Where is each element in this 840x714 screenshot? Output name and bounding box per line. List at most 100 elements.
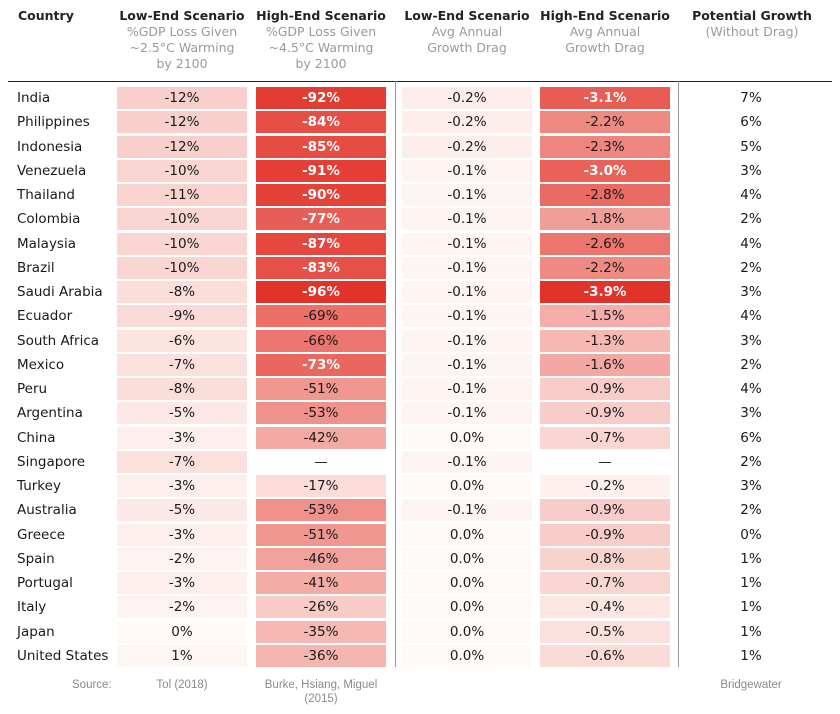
table-row: Turkey -3% -17% 0.0% -0.2% 3%	[0, 474, 840, 498]
table-row: Mexico -7% -73% -0.1% -1.6% 2%	[0, 353, 840, 377]
high-end-drag-header: High-End Scenario Avg Annual Growth Drag	[540, 8, 670, 56]
potential-growth-cell: 4%	[740, 381, 762, 397]
low-end-drag-cell: -0.1%	[402, 329, 532, 352]
high-end-drag-subtitle: Avg Annual Growth Drag	[565, 24, 645, 55]
low-end-drag-cell: -0.2%	[402, 87, 532, 109]
table-row: Spain -2% -46% 0.0% -0.8% 1%	[0, 547, 840, 571]
high-end-drag-title: High-End Scenario	[540, 8, 670, 23]
high-end-loss-cell: -84%	[256, 111, 386, 134]
low-end-loss-cell: -3%	[117, 572, 247, 594]
high-end-loss-cell: —	[256, 450, 386, 473]
low-end-loss-cell: -10%	[117, 232, 247, 255]
table-row: Thailand -11% -90% -0.1% -2.8% 4%	[0, 183, 840, 207]
high-end-drag-cell: -2.2%	[540, 111, 670, 134]
high-end-loss-cell: -53%	[256, 402, 386, 425]
potential-growth-title: Potential Growth	[692, 8, 812, 23]
high-end-drag-cell: -0.4%	[540, 596, 670, 619]
country-name: Greece	[17, 526, 66, 543]
country-name: United States	[17, 647, 109, 664]
source-low-end-loss: Tol (2018)	[156, 679, 208, 691]
high-end-drag-cell: -0.5%	[540, 620, 670, 643]
high-end-loss-cell: -92%	[256, 87, 386, 109]
country-name: Peru	[17, 381, 48, 397]
low-end-drag-cell: -0.1%	[402, 159, 532, 182]
low-end-loss-cell: -11%	[117, 184, 247, 206]
table-row: South Africa -6% -66% -0.1% -1.3% 3%	[0, 329, 840, 353]
table-row: Colombia -10% -77% -0.1% -1.8% 2%	[0, 207, 840, 231]
low-end-drag-cell: -0.1%	[402, 402, 532, 425]
table-row: Greece -3% -51% 0.0% -0.9% 0%	[0, 523, 840, 547]
potential-growth-cell: 3%	[740, 162, 762, 179]
country-name: Japan	[17, 623, 55, 640]
potential-growth-cell: 3%	[740, 478, 762, 494]
low-end-loss-header: Low-End Scenario %GDP Loss Given ~2.5°C …	[117, 8, 247, 72]
potential-growth-cell: 1%	[740, 575, 762, 591]
potential-growth-cell: 2%	[740, 502, 762, 519]
table-row: United States 1% -36% 0.0% -0.6% 1%	[0, 644, 840, 668]
country-name: Ecuador	[17, 308, 73, 325]
country-name: Brazil	[17, 259, 55, 276]
potential-growth-cell: 3%	[740, 284, 762, 300]
high-end-loss-title: High-End Scenario	[256, 8, 386, 23]
potential-growth-cell: 4%	[740, 187, 762, 203]
high-end-drag-cell: -2.2%	[540, 256, 670, 279]
country-name: Philippines	[17, 114, 90, 131]
high-end-loss-cell: -46%	[256, 547, 386, 570]
high-end-loss-cell: -96%	[256, 281, 386, 303]
high-end-drag-cell: -0.6%	[540, 644, 670, 667]
low-end-loss-cell: -6%	[117, 329, 247, 352]
high-end-drag-cell: -0.8%	[540, 547, 670, 570]
table-row: Ecuador -9% -69% -0.1% -1.5% 4%	[0, 304, 840, 328]
high-end-drag-cell: -0.9%	[540, 499, 670, 522]
low-end-loss-cell: -7%	[117, 353, 247, 376]
table-row: Argentina -5% -53% -0.1% -0.9% 3%	[0, 401, 840, 425]
low-end-loss-title: Low-End Scenario	[119, 8, 245, 23]
high-end-loss-cell: -77%	[256, 208, 386, 231]
country-name: Saudi Arabia	[17, 284, 103, 300]
high-end-loss-header: High-End Scenario %GDP Loss Given ~4.5°C…	[256, 8, 386, 72]
potential-growth-cell: 2%	[740, 259, 762, 276]
country-name: Indonesia	[17, 138, 83, 155]
low-end-drag-cell: -0.1%	[402, 499, 532, 522]
high-end-loss-cell: -26%	[256, 596, 386, 619]
high-end-drag-cell: -0.9%	[540, 523, 670, 546]
low-end-loss-cell: -2%	[117, 596, 247, 619]
potential-growth-cell: 1%	[740, 623, 762, 640]
potential-growth-cell: 2%	[740, 211, 762, 228]
table-row: China -3% -42% 0.0% -0.7% 6%	[0, 426, 840, 450]
high-end-loss-cell: -85%	[256, 135, 386, 158]
potential-growth-cell: 1%	[740, 599, 762, 616]
high-end-loss-cell: -69%	[256, 305, 386, 328]
low-end-drag-subtitle: Avg Annual Growth Drag	[427, 24, 507, 55]
high-end-drag-cell: -3.9%	[540, 281, 670, 303]
low-end-drag-cell: 0.0%	[402, 523, 532, 546]
high-end-loss-cell: -87%	[256, 232, 386, 255]
low-end-loss-cell: -5%	[117, 402, 247, 425]
table-row: Venezuela -10% -91% -0.1% -3.0% 3%	[0, 159, 840, 183]
high-end-drag-cell: -0.2%	[540, 475, 670, 497]
low-end-drag-cell: 0.0%	[402, 475, 532, 497]
country-name: Malaysia	[17, 235, 76, 252]
potential-growth-cell: 6%	[740, 114, 762, 131]
low-end-drag-cell: 0.0%	[402, 620, 532, 643]
potential-growth-cell: 4%	[740, 235, 762, 252]
low-end-loss-subtitle: %GDP Loss Given ~2.5°C Warming by 2100	[126, 24, 238, 71]
potential-growth-cell: 4%	[740, 308, 762, 325]
country-header: Country	[18, 8, 74, 24]
table-row: Malaysia -10% -87% -0.1% -2.6% 4%	[0, 232, 840, 256]
low-end-loss-cell: -9%	[117, 305, 247, 328]
high-end-loss-cell: -51%	[256, 523, 386, 546]
table-row: India -12% -92% -0.2% -3.1% 7%	[0, 86, 840, 110]
low-end-loss-cell: 1%	[117, 644, 247, 667]
potential-growth-cell: 6%	[740, 429, 762, 446]
table-row: Japan 0% -35% 0.0% -0.5% 1%	[0, 620, 840, 644]
country-name: Singapore	[17, 453, 86, 470]
high-end-drag-cell: -0.9%	[540, 402, 670, 425]
low-end-drag-cell: 0.0%	[402, 572, 532, 594]
country-name: Venezuela	[17, 162, 87, 179]
source-high-end-loss: Burke, Hsiang, Miguel (2015)	[264, 679, 378, 705]
potential-growth-header: Potential Growth (Without Drag)	[680, 8, 824, 40]
low-end-drag-cell: 0.0%	[402, 596, 532, 619]
low-end-loss-cell: -3%	[117, 426, 247, 449]
high-end-loss-cell: -35%	[256, 620, 386, 643]
